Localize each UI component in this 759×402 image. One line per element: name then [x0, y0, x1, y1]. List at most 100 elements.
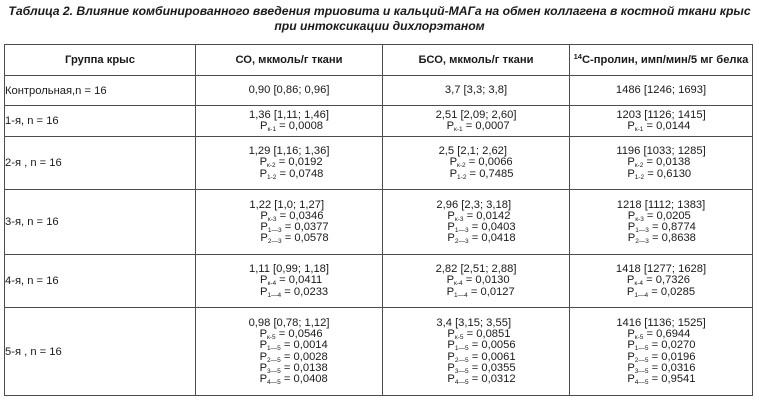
p-value: = 0,0014 — [280, 339, 328, 352]
so-cell: 1,11 [0,99; 1,18] Pк-4 = 0,0411 P1—4 = 0,0… — [195, 254, 383, 308]
pro-cell-content: 1416 [1136; 1525] Pк-5 = 0,6944 P1—5 = 0,0… — [616, 317, 705, 386]
p-value: = 0,7485 — [466, 167, 514, 180]
p-value-line: P2—3 = 0,0418 — [447, 232, 516, 246]
p-value-line: Pк-4 = 0,0130 — [446, 274, 510, 288]
p-value-line: P4—5 = 0,9541 — [627, 372, 696, 386]
p-value-line: P3—5 = 0,0138 — [259, 361, 328, 375]
p-value-subscript: 3—5 — [454, 367, 469, 375]
group-cell: 2-я , n = 16 — [4, 136, 196, 190]
p-value: = 0,0127 — [467, 285, 515, 298]
header-bso: БСО, мкмоль/г ткани — [382, 44, 570, 76]
p-value: = 0,0403 — [468, 221, 516, 233]
bso-cell: 3,4 [3,15; 3,55] Pк-5 = 0,0851 P1—5 = 0,00… — [382, 307, 570, 396]
p-value-line: P1-2 = 0,6130 — [627, 167, 692, 181]
caption-line-2: при интоксикации дихлорэтаном — [274, 19, 485, 33]
p-value-subscript: 1—5 — [454, 345, 469, 353]
p-value-subscript: к-4 — [634, 280, 643, 288]
median-value: 1218 [1112; 1383] — [616, 198, 706, 211]
p-value-subscript: 2—5 — [634, 356, 649, 364]
p-value-subscript: к-5 — [634, 334, 644, 342]
p-value: = 0,0285 — [648, 285, 696, 298]
p-value-line: Pк-1 = 0,0008 — [259, 120, 324, 133]
bso-cell: 3,7 [3,3; 3,8] — [382, 75, 570, 106]
p-value-subscript: к-4 — [267, 280, 277, 288]
so-cell-content: 1,22 [1,0; 1,27] Pк-3 = 0,0346 P1—3 = 0,03… — [249, 198, 329, 246]
pro-cell: 1416 [1136; 1525] Pк-5 = 0,6944 P1—5 = 0,0… — [569, 307, 753, 396]
p-value: = 0,0233 — [281, 285, 329, 298]
p-value: = 0,0192 — [275, 156, 323, 169]
p-value-line: P1—3 = 0,0377 — [260, 221, 329, 234]
p-value-line: P1-2 = 0,0748 — [259, 167, 324, 181]
p-value-line: Pк-5 = 0,6944 — [627, 328, 691, 342]
pro-cell-content: 1218 [1112; 1383] Pк-3 = 0,0205 P1—3 = 0,8… — [616, 198, 706, 245]
group-cell: 3-я, n = 16 — [4, 189, 196, 255]
p-value: = 0,6130 — [644, 167, 692, 180]
p-value-subscript: 1—4 — [634, 291, 649, 299]
p-value: = 0,0355 — [468, 361, 516, 374]
p-value-line: P1—5 = 0,0014 — [259, 339, 328, 353]
p-value-line: Pк-2 = 0,0192 — [259, 156, 323, 170]
p-value-line: P3—5 = 0,0355 — [447, 361, 516, 375]
so-cell: 1,36 [1,11; 1,46] Pк-1 = 0,0008 — [195, 105, 383, 137]
group-cell: Контрольная,n = 16 — [4, 75, 196, 106]
median-value: 2,82 [2,51; 2,88] — [435, 263, 517, 276]
caption-line-1: Таблица 2. Влияние комбинированного введ… — [8, 4, 751, 18]
p-value-line: Pк-2 = 0,0138 — [627, 156, 691, 170]
p-value-subscript: 1—5 — [634, 345, 649, 353]
header-proline-label: С-пролин, имп/мин/5 мг белка — [581, 54, 749, 66]
table-row: Контрольная,n = 16 0,90 [0,86; 0,96] 3,7 [… — [4, 75, 753, 106]
p-value: = 0,6944 — [643, 328, 691, 341]
median-value: 1418 [1277; 1628] — [615, 263, 707, 276]
median-value: 1,29 [1,16; 1,36] — [248, 145, 330, 158]
p-value: = 0,0144 — [643, 120, 691, 132]
p-value: = 0,0008 — [276, 120, 324, 132]
p-value-subscript: 2—3 — [267, 238, 282, 246]
p-value: = 0,0411 — [276, 274, 323, 287]
table-row: 5-я , n = 16 0,98 [0,78; 1,12] Pк-5 = 0,05… — [4, 307, 753, 396]
p-value-subscript: 4—5 — [267, 378, 281, 386]
p-value-subscript: 1—5 — [267, 345, 281, 353]
p-value-line: P1—4 = 0,0127 — [446, 285, 515, 299]
p-value: = 0,0138 — [280, 361, 328, 374]
bso-cell-content: 2,82 [2,51; 2,88] Pк-4 = 0,0130 P1—4 = 0,0… — [435, 263, 517, 299]
p-value-line: P1—4 = 0,0285 — [626, 285, 696, 299]
p-value-subscript: 1—3 — [267, 227, 282, 234]
p-value: = 0,0748 — [276, 167, 324, 180]
median-value: 1,36 [1,11; 1,46] — [248, 108, 330, 121]
pro-cell-content: 1196 [1033; 1285] Pк-2 = 0,0138 P1-2 = 0,6… — [616, 145, 706, 181]
p-value: = 0,0418 — [468, 232, 516, 245]
so-cell: 0,90 [0,86; 0,96] — [195, 75, 383, 106]
p-value: = 0,0138 — [643, 156, 691, 169]
p-value: = 0,0130 — [462, 274, 510, 287]
p-value-subscript: к-4 — [454, 280, 463, 288]
table-body: Контрольная,n = 16 0,90 [0,86; 0,96] 3,7 [… — [4, 75, 753, 396]
median-value: 1203 [1126; 1415] — [616, 108, 706, 121]
table-row: 1-я, n = 16 1,36 [1,11; 1,46] Pк-1 = 0,000… — [4, 105, 753, 137]
p-value-subscript: к-5 — [454, 334, 464, 342]
median-value: 2,96 [2,3; 3,18] — [436, 198, 512, 211]
p-value: = 0,0546 — [275, 328, 323, 341]
p-value: = 0,0061 — [468, 350, 516, 363]
bso-cell: 2,5 [2,1; 2,62] Pк-2 = 0,0066 P1-2 = 0,748… — [382, 136, 570, 190]
p-value-subscript: 1—4 — [454, 291, 468, 299]
p-value-line: P2—3 = 0,0578 — [260, 232, 329, 246]
p-value: = 0,0196 — [648, 350, 696, 363]
p-value: = 0,0408 — [280, 372, 328, 385]
table-row: 4-я, n = 16 1,11 [0,99; 1,18] Pк-4 = 0,041… — [4, 254, 753, 308]
p-value-line: P1—4 = 0,0233 — [259, 285, 329, 299]
p-value-subscript: 2—5 — [267, 356, 281, 364]
p-value-subscript: 1-2 — [457, 173, 467, 181]
p-value-subscript: к-5 — [267, 334, 276, 342]
p-value-line: P1—3 = 0,0403 — [447, 221, 516, 234]
results-table: Группа крыс СО, мкмоль/г ткани БСО, мкмо… — [4, 44, 753, 396]
pro-cell: 1196 [1033; 1285] Pк-2 = 0,0138 P1-2 = 0,6… — [569, 136, 753, 190]
header-row: Группа крыс СО, мкмоль/г ткани БСО, мкмо… — [4, 44, 753, 76]
p-value-subscript: к-1 — [267, 126, 277, 133]
median-value: 1196 [1033; 1285] — [616, 145, 706, 158]
p-value-subscript: к-2 — [634, 162, 644, 170]
group-cell: 5-я , n = 16 — [4, 307, 196, 396]
median-value: 1,22 [1,0; 1,27] — [249, 198, 325, 211]
pro-cell-content: 1486 [1246; 1693] — [616, 85, 706, 96]
p-value-line: Pк-1 = 0,0144 — [627, 120, 691, 133]
p-value-line: Pк-4 = 0,7326 — [626, 274, 690, 288]
